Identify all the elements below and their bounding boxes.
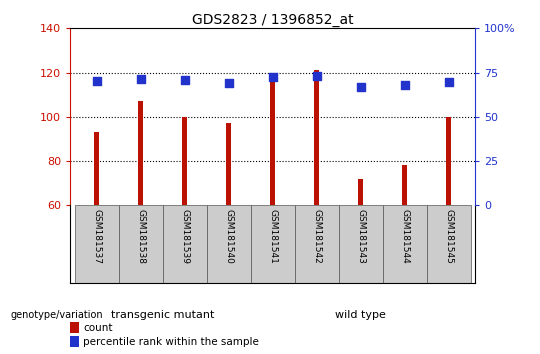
Bar: [138, 101, 143, 205]
Bar: [70, 322, 79, 333]
Point: [444, 80, 453, 85]
Text: GSM181540: GSM181540: [224, 209, 233, 264]
Text: GSM181545: GSM181545: [444, 209, 453, 264]
Text: GSM181538: GSM181538: [136, 209, 145, 264]
Point: [268, 74, 277, 80]
Title: GDS2823 / 1396852_at: GDS2823 / 1396852_at: [192, 13, 354, 27]
Bar: [207, 205, 251, 283]
Text: GSM181542: GSM181542: [312, 209, 321, 264]
Bar: [163, 205, 207, 283]
Text: transgenic mutant: transgenic mutant: [111, 310, 214, 320]
Bar: [402, 165, 407, 205]
Text: percentile rank within the sample: percentile rank within the sample: [83, 337, 259, 347]
Bar: [446, 117, 451, 205]
Bar: [295, 205, 339, 283]
Text: count: count: [83, 322, 113, 332]
Point: [92, 79, 101, 84]
Bar: [383, 205, 427, 283]
Bar: [226, 124, 231, 205]
Bar: [70, 336, 79, 347]
Bar: [358, 179, 363, 205]
Bar: [427, 205, 471, 283]
Text: GSM181541: GSM181541: [268, 209, 277, 264]
Bar: [339, 205, 383, 283]
Text: wild type: wild type: [335, 310, 386, 320]
Bar: [75, 205, 119, 283]
Bar: [251, 205, 295, 283]
Point: [180, 77, 189, 82]
Point: [356, 84, 365, 90]
Text: GSM181544: GSM181544: [400, 209, 409, 264]
Point: [136, 76, 145, 82]
Bar: [94, 132, 99, 205]
Text: GSM181537: GSM181537: [92, 209, 101, 264]
Text: genotype/variation: genotype/variation: [11, 310, 104, 320]
Bar: [182, 117, 187, 205]
Bar: [314, 70, 319, 205]
Bar: [270, 77, 275, 205]
Point: [401, 82, 409, 88]
Point: [313, 73, 321, 79]
Point: [224, 80, 233, 86]
Text: GSM181543: GSM181543: [356, 209, 365, 264]
Text: GSM181539: GSM181539: [180, 209, 189, 264]
Bar: [119, 205, 163, 283]
